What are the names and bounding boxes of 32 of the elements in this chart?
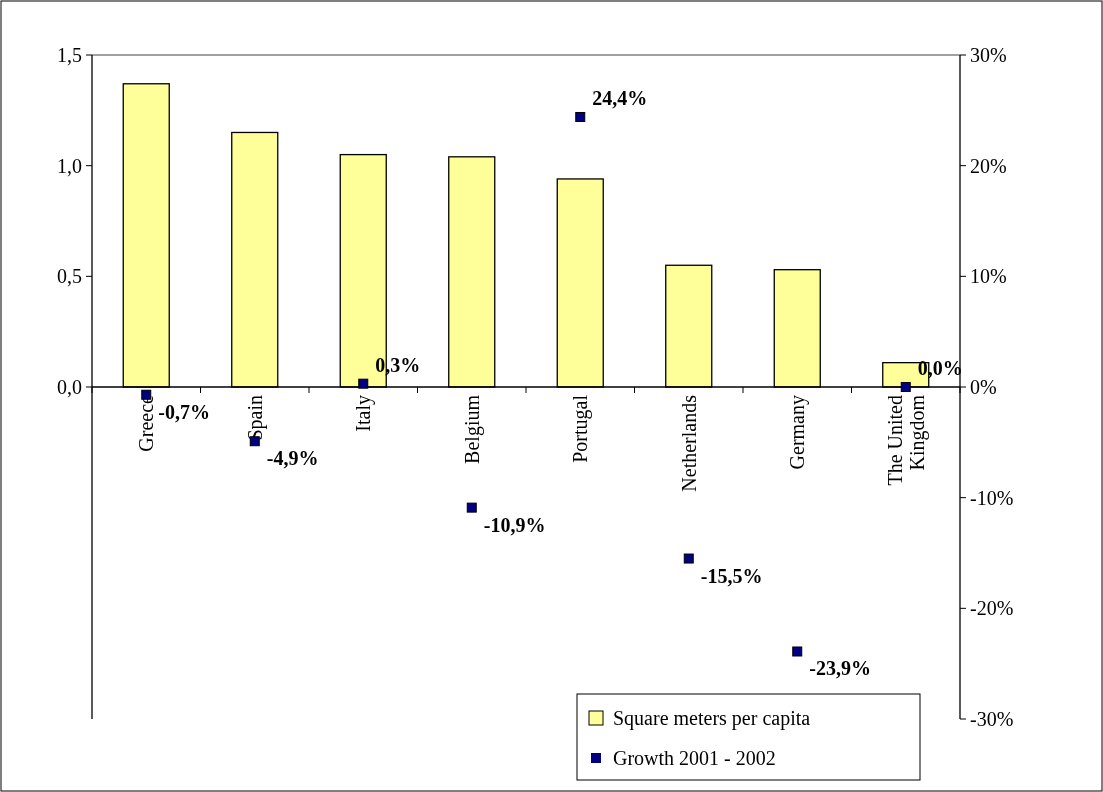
x-tick-label: Italy bbox=[352, 395, 376, 432]
point bbox=[466, 502, 477, 513]
point bbox=[792, 646, 803, 657]
data-label: -15,5% bbox=[700, 564, 763, 587]
y2-tick-label: -20% bbox=[970, 597, 1014, 620]
y2-tick-label: -10% bbox=[970, 486, 1014, 509]
y2-tick-label: 0% bbox=[970, 376, 997, 398]
point bbox=[358, 378, 369, 389]
x-tick-label: The United Kingdom bbox=[883, 394, 929, 486]
x-tick-label: Spain bbox=[243, 395, 267, 441]
x-tick-label: Belgium bbox=[460, 394, 484, 464]
legend-label: Growth 2001 - 2002 bbox=[613, 747, 776, 769]
point bbox=[575, 111, 586, 122]
data-label: -23,9% bbox=[809, 657, 871, 680]
data-label: 24,4% bbox=[592, 86, 648, 109]
y-tick-label: 0,0 bbox=[57, 376, 82, 398]
point bbox=[683, 553, 694, 564]
data-label: -4,9% bbox=[266, 447, 319, 470]
x-tick-label: Netherlands bbox=[677, 394, 700, 492]
y-tick-label: 1,0 bbox=[57, 154, 82, 177]
data-label: -10,9% bbox=[483, 513, 546, 536]
y-tick-label: 1,5 bbox=[57, 44, 82, 66]
y2-tick-label: 20% bbox=[970, 154, 1007, 177]
y2-tick-label: -30% bbox=[970, 708, 1014, 730]
point bbox=[900, 382, 911, 392]
y-tick-label: 0,5 bbox=[57, 265, 82, 288]
x-tick-label: Germany bbox=[786, 395, 810, 470]
data-label: -0,7% bbox=[158, 400, 210, 423]
legend-label: Square meters per capita bbox=[613, 707, 811, 730]
x-tick-label: Portugal bbox=[569, 394, 593, 463]
y2-tick-label: 10% bbox=[970, 265, 1007, 288]
y2-tick-label: 30% bbox=[970, 44, 1007, 66]
